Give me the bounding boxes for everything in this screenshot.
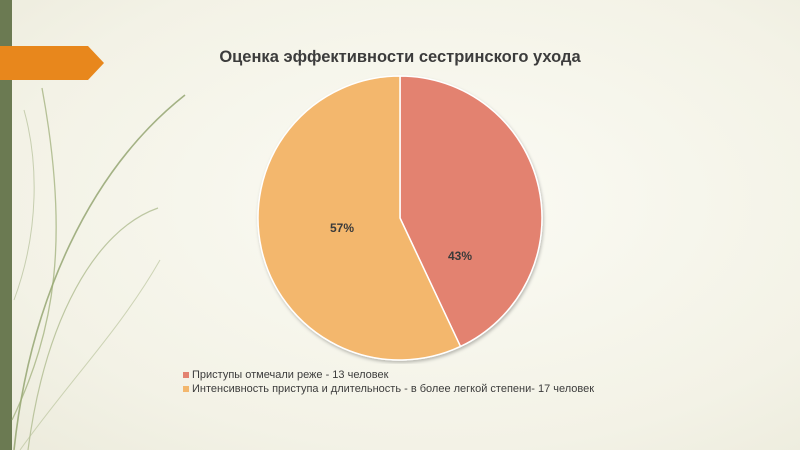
pie-slice-1 bbox=[399, 75, 543, 348]
legend-label-2: Интенсивность приступа и длительность - … bbox=[192, 383, 595, 395]
pie-chart: 43% 57% bbox=[257, 75, 543, 361]
legend-swatch-2 bbox=[183, 386, 189, 392]
orange-accent-tab bbox=[0, 46, 104, 80]
chart-legend: Приступы отмечали реже - 13 человек Интен… bbox=[183, 368, 594, 396]
legend-item-2: Интенсивность приступа и длительность - … bbox=[183, 382, 594, 396]
legend-swatch-1 bbox=[183, 372, 189, 378]
legend-label-1: Приступы отмечали реже - 13 человек bbox=[192, 369, 389, 381]
pie-slice-2 bbox=[257, 75, 462, 361]
legend-item-1: Приступы отмечали реже - 13 человек bbox=[183, 368, 594, 382]
slice-label-1: 43% bbox=[448, 249, 472, 263]
chart-title: Оценка эффективности сестринского ухода bbox=[219, 48, 581, 66]
left-sidebar-bar bbox=[0, 0, 12, 450]
decorative-leaves bbox=[11, 87, 186, 450]
slice-label-2: 57% bbox=[330, 221, 354, 235]
